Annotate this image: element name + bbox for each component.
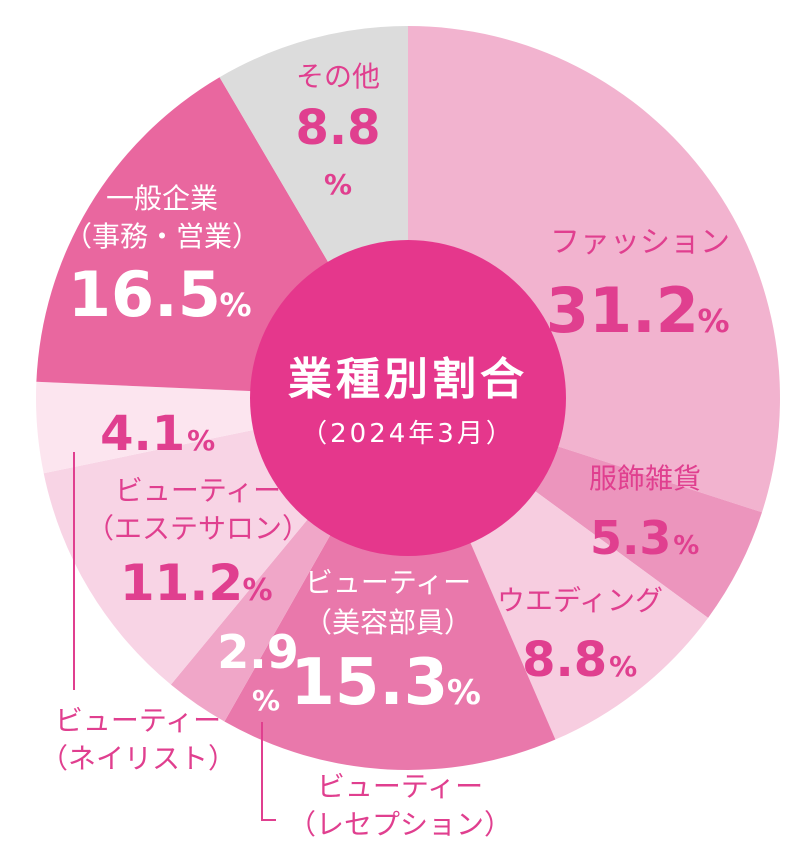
slice-unit-wedding: % [609, 650, 637, 683]
labels-layer: ファッション 31.2% 服飾雑貨 5.3 % ウエディング 8.8 % ビューティー （美容部員… [40, 60, 730, 841]
slice-unit-beauty-reception: % [252, 684, 280, 717]
slice-label-beauty-staff: ビューティー [305, 566, 471, 599]
slice-label-beauty-reception: （レセプション） [288, 808, 512, 841]
chart-title: 業種別割合 [288, 354, 528, 405]
slice-label-beauty-esthetic: ビューティー [115, 474, 281, 507]
slice-label-beauty-esthetic: （エステサロン） [86, 512, 310, 545]
slice-value-beauty-esthetic: 11.2 [120, 554, 243, 612]
slice-value-beauty-nail: 4.1 [100, 406, 185, 462]
slice-label-beauty-nail: （ネイリスト） [40, 742, 236, 775]
slice-label-beauty-nail: ビューティー [55, 704, 221, 737]
leader-line-beauty-reception [261, 722, 276, 821]
slice-label-wedding: ウエディング [497, 584, 663, 617]
slice-value-beauty-reception: 2.9 [217, 625, 299, 679]
slice-value-apparel-goods: 5.3 [590, 511, 672, 565]
slice-value-beauty-staff: 15.3 [290, 646, 448, 720]
chart-subtitle: （2024年3月） [301, 419, 515, 449]
slice-unit-fashion: % [697, 302, 729, 340]
slice-value-fashion: 31.2 [546, 274, 699, 347]
slice-value-other: 8.8 [295, 100, 380, 156]
slice-value-general-company: 16.5 [68, 258, 221, 331]
slice-label-other: その他 [296, 60, 380, 93]
slice-label-beauty-staff: （美容部員） [304, 606, 472, 639]
slice-unit-beauty-staff: % [447, 673, 481, 713]
slice-label-apparel-goods: 服飾雑貨 [589, 462, 701, 495]
center-circle [250, 240, 566, 556]
slice-label-fashion: ファッション [550, 225, 730, 260]
slice-label-general-company: 一般企業 [106, 182, 218, 215]
slice-unit-general-company: % [219, 286, 251, 324]
slice-label-general-company: （事務・営業） [64, 220, 260, 253]
slice-unit-other: % [324, 168, 352, 201]
slice-label-beauty-reception: ビューティー [317, 770, 483, 803]
slice-unit-beauty-nail: % [187, 424, 215, 457]
slice-beauty-staff [224, 398, 556, 771]
center-layer: 業種別割合 （2024年3月） [250, 240, 566, 556]
slice-value-wedding: 8.8 [522, 632, 607, 688]
slice-unit-apparel-goods: % [673, 531, 699, 561]
slice-unit-beauty-esthetic: % [242, 573, 272, 608]
